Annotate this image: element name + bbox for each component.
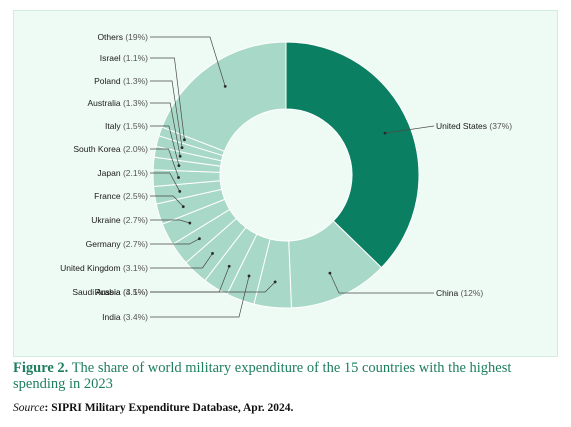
leader-dot-germany — [198, 237, 201, 241]
label-united-states: United States (37%) — [436, 121, 512, 131]
leader-japan — [150, 172, 181, 192]
caption-label: Figure 2. — [13, 360, 69, 376]
leader-dot-israel — [183, 138, 186, 142]
leader-dot-united-kingdom — [211, 252, 214, 255]
label-france: France (2.5%) — [94, 191, 148, 201]
leader-dot-japan — [178, 190, 182, 193]
leader-germany — [150, 238, 200, 245]
label-russia: Russia (4.5%) — [95, 287, 149, 297]
leader-italy — [150, 125, 180, 166]
source-label: Source — [13, 402, 45, 414]
leader-saudi-arabia — [150, 266, 230, 293]
leader-ukraine — [150, 219, 190, 224]
figure-caption: Figure 2. The share of world military ex… — [13, 360, 558, 392]
slice-others — [161, 41, 287, 152]
leader-dot-france — [181, 205, 185, 209]
label-israel: Israel (1.1%) — [100, 53, 148, 63]
label-india: India (3.4%) — [102, 312, 148, 322]
leader-dot-india — [247, 274, 251, 278]
leader-dot-russia — [273, 280, 277, 284]
leader-dot-south-korea — [177, 176, 180, 179]
leader-dot-ukraine — [188, 221, 192, 225]
slice-united-states — [285, 41, 420, 269]
label-ukraine: Ukraine (2.7%) — [91, 215, 148, 225]
source-note: Source: SIPRI Military Expenditure Datab… — [13, 402, 558, 414]
label-united-kingdom: United Kingdom (3.1%) — [60, 263, 148, 273]
caption-text: The share of world military expenditure … — [13, 360, 512, 392]
label-japan: Japan (2.1%) — [97, 168, 148, 178]
leader-south-korea — [150, 148, 179, 178]
label-saudi-arabia: Saudi Arabia (3.1%) — [72, 287, 148, 297]
leader-israel — [150, 57, 185, 140]
leader-australia — [150, 102, 181, 157]
leader-china — [329, 272, 434, 294]
leader-dot-australia — [178, 154, 182, 158]
label-poland: Poland (1.3%) — [94, 76, 148, 86]
label-south-korea: South Korea (2.0%) — [73, 144, 148, 154]
leader-poland — [150, 80, 183, 148]
chart-panel: United States (37%) China (12%) Russia (4.… — [13, 10, 558, 357]
label-italy: Italy (1.5%) — [105, 121, 148, 131]
label-australia: Australia (1.3%) — [88, 98, 149, 108]
leader-united-states — [384, 125, 435, 134]
label-others: Others (19%) — [97, 32, 148, 42]
leader-others — [150, 36, 226, 87]
leader-dot-saudi-arabia — [227, 264, 231, 268]
leader-france — [150, 195, 184, 207]
leader-dot-united-states — [383, 131, 387, 135]
leader-dot-china — [328, 271, 332, 275]
leader-united-kingdom — [150, 253, 213, 269]
donut-chart: United States (37%) China (12%) Russia (4.… — [60, 32, 512, 322]
leader-dot-others — [223, 84, 227, 88]
label-germany: Germany (2.7%) — [86, 239, 149, 249]
leader-india — [150, 275, 250, 318]
leader-dot-italy — [177, 164, 181, 168]
leader-dot-poland — [180, 146, 184, 149]
source-text: : SIPRI Military Expenditure Database, A… — [44, 402, 294, 414]
label-china: China (12%) — [436, 288, 483, 298]
